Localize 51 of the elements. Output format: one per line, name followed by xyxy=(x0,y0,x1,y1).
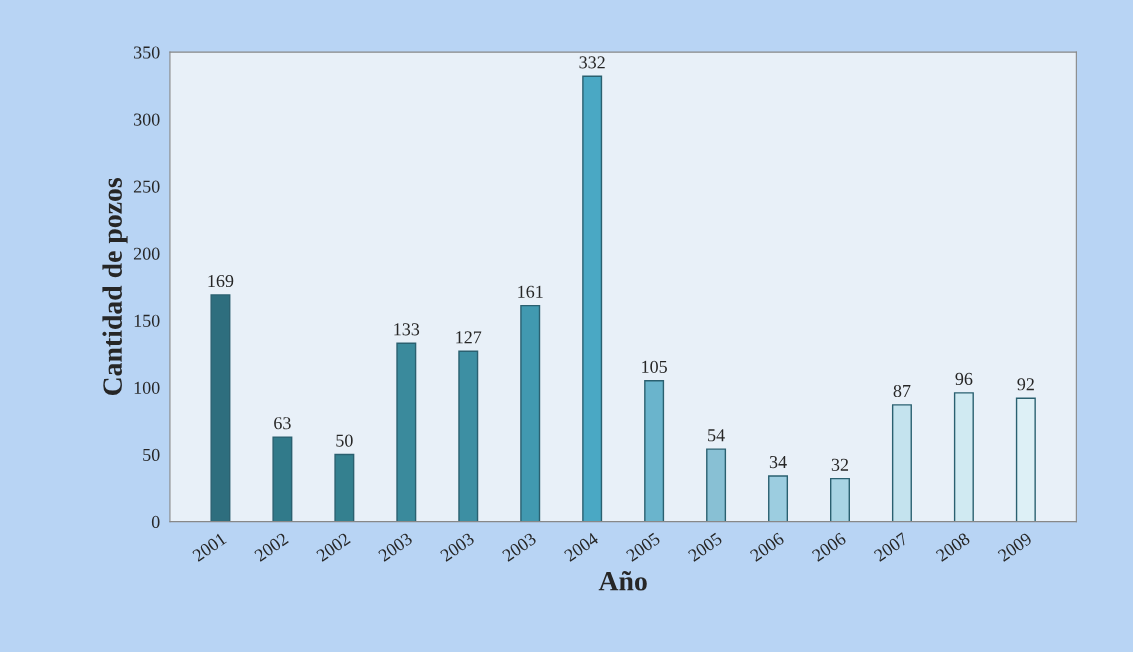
y-tick-label: 50 xyxy=(143,448,160,461)
data-label: 133 xyxy=(394,323,420,336)
data-label: 105 xyxy=(642,360,667,373)
data-label: 32 xyxy=(831,458,849,471)
y-tick-label: 150 xyxy=(134,314,160,327)
data-label: 92 xyxy=(1017,378,1034,391)
x-tick-label: 2005 xyxy=(687,532,723,562)
x-tick-label: 2002 xyxy=(253,532,289,562)
y-tick-label: 250 xyxy=(133,180,160,193)
x-tick-label: 2007 xyxy=(873,532,909,562)
x-axis-title: Año xyxy=(598,570,647,591)
data-label: 63 xyxy=(274,417,291,430)
y-tick-label: 300 xyxy=(134,113,160,126)
y-tick-label: 350 xyxy=(134,46,160,59)
x-tick-label: 2001 xyxy=(191,532,227,562)
bar xyxy=(582,75,603,522)
y-axis-title: Cantidad de pozos xyxy=(102,177,128,396)
data-label: 127 xyxy=(456,331,482,344)
x-tick-label: 2008 xyxy=(935,532,971,562)
x-tick-label: 2009 xyxy=(997,532,1033,562)
bar xyxy=(210,294,231,522)
x-tick-label: 2002 xyxy=(315,532,351,562)
x-tick-label: 2003 xyxy=(377,532,414,562)
bar xyxy=(334,453,355,522)
x-tick-label: 2004 xyxy=(563,531,600,562)
x-tick-label: 2003 xyxy=(439,532,475,562)
data-label: 87 xyxy=(893,384,911,398)
bar xyxy=(706,448,727,522)
data-label: 34 xyxy=(769,456,787,469)
bar xyxy=(891,404,912,522)
data-label: 50 xyxy=(336,434,353,447)
bar xyxy=(830,477,850,522)
y-tick-label: 200 xyxy=(133,247,160,260)
bar xyxy=(953,392,974,522)
bar xyxy=(396,342,417,522)
y-tick-label: 100 xyxy=(134,381,160,394)
x-tick-label: 2006 xyxy=(811,532,847,562)
data-label: 161 xyxy=(518,285,543,298)
data-label: 332 xyxy=(579,56,605,69)
bar xyxy=(768,475,789,522)
data-label: 169 xyxy=(208,274,234,288)
bar xyxy=(458,350,479,522)
x-tick-label: 2006 xyxy=(749,532,785,562)
bar xyxy=(272,436,293,522)
x-tick-label: 2005 xyxy=(625,532,661,562)
x-tick-label: 2003 xyxy=(501,532,537,562)
bar xyxy=(644,380,665,522)
bar xyxy=(520,304,541,522)
y-tick-label: 0 xyxy=(151,515,160,529)
data-label: 54 xyxy=(708,429,725,442)
data-label: 96 xyxy=(955,372,973,386)
